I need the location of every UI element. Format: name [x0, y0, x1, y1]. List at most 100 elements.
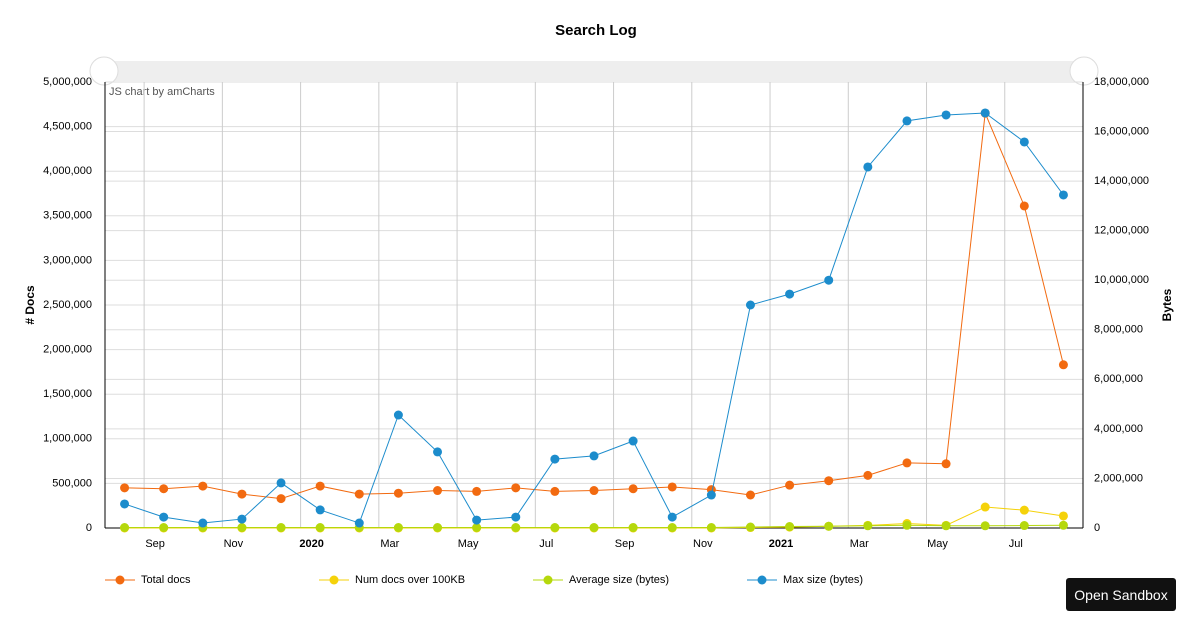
point: [863, 521, 873, 531]
point: [472, 486, 482, 496]
y2-axis-title: Bytes: [1160, 288, 1174, 321]
point: [785, 522, 795, 532]
point: [354, 518, 364, 528]
point: [902, 116, 912, 126]
y2-tick-label: 6,000,000: [1094, 373, 1143, 385]
point: [550, 486, 560, 496]
y2-tick-label: 4,000,000: [1094, 423, 1143, 435]
point: [863, 162, 873, 172]
point: [472, 523, 482, 533]
point: [1019, 505, 1029, 515]
point: [354, 489, 364, 499]
scroll-handle[interactable]: [89, 56, 119, 86]
point: [120, 523, 130, 533]
point: [511, 523, 521, 533]
point: [785, 289, 795, 299]
open-sandbox-button[interactable]: Open Sandbox: [1066, 578, 1176, 611]
legend-swatch: [329, 575, 339, 585]
point: [315, 505, 325, 515]
point: [863, 470, 873, 480]
legend-swatch: [115, 575, 125, 585]
y-tick-label: 500,000: [52, 477, 92, 489]
point: [628, 523, 638, 533]
point: [824, 275, 834, 285]
y-tick-label: 3,000,000: [43, 254, 92, 266]
point: [589, 451, 599, 461]
point: [315, 481, 325, 491]
point: [433, 523, 443, 533]
point: [824, 476, 834, 486]
point: [276, 478, 286, 488]
y2-tick-label: 16,000,000: [1094, 125, 1149, 137]
point: [941, 521, 951, 531]
scrollbar[interactable]: [104, 61, 1084, 81]
point: [706, 490, 716, 500]
point: [393, 410, 403, 420]
legend-label: Max size (bytes): [783, 574, 863, 586]
point: [433, 447, 443, 457]
x-tick-label: May: [458, 538, 479, 550]
point: [745, 490, 755, 500]
point: [941, 459, 951, 469]
x-tick-label: Nov: [224, 538, 244, 550]
y2-tick-label: 0: [1094, 522, 1100, 534]
point: [706, 523, 716, 533]
point: [589, 486, 599, 496]
series-line: [124, 112, 1064, 524]
point: [315, 523, 325, 533]
point: [1019, 521, 1029, 531]
point: [628, 436, 638, 446]
y-tick-label: 4,500,000: [43, 121, 92, 133]
legend-swatch: [757, 575, 767, 585]
legend-label: Average size (bytes): [569, 574, 669, 586]
y2-tick-label: 10,000,000: [1094, 274, 1149, 286]
point: [198, 481, 208, 491]
chart-title: Search Log: [555, 22, 637, 39]
y-tick-label: 0: [86, 522, 92, 534]
point: [433, 486, 443, 496]
x-tick-label: Mar: [380, 538, 399, 550]
x-tick-label: Jul: [539, 538, 553, 550]
y2-tick-label: 18,000,000: [1094, 76, 1149, 88]
y-tick-label: 1,500,000: [43, 388, 92, 400]
point: [785, 480, 795, 490]
point: [393, 523, 403, 533]
point: [511, 512, 521, 522]
y-tick-label: 3,500,000: [43, 210, 92, 222]
point: [1058, 190, 1068, 200]
scroll-handle[interactable]: [1069, 56, 1099, 86]
y2-tick-label: 8,000,000: [1094, 324, 1143, 336]
y-tick-label: 2,000,000: [43, 344, 92, 356]
x-tick-label: 2021: [769, 538, 793, 550]
x-tick-label: Sep: [615, 538, 635, 550]
point: [667, 482, 677, 492]
point: [980, 521, 990, 531]
point: [550, 523, 560, 533]
legend-swatch: [543, 575, 553, 585]
point: [1058, 360, 1068, 370]
point: [393, 488, 403, 498]
point: [159, 512, 169, 522]
y-tick-label: 2,500,000: [43, 299, 92, 311]
point: [667, 512, 677, 522]
point: [1058, 520, 1068, 530]
point: [276, 494, 286, 504]
x-tick-label: May: [927, 538, 948, 550]
y-tick-label: 1,000,000: [43, 433, 92, 445]
y2-tick-label: 12,000,000: [1094, 225, 1149, 237]
point: [1019, 137, 1029, 147]
credit: JS chart by amCharts: [109, 86, 215, 98]
point: [237, 523, 247, 533]
y2-tick-label: 14,000,000: [1094, 175, 1149, 187]
x-tick-label: Jul: [1009, 538, 1023, 550]
point: [276, 523, 286, 533]
y-axis-title: # Docs: [23, 285, 37, 325]
x-tick-label: Mar: [850, 538, 869, 550]
point: [628, 484, 638, 494]
x-tick-label: 2020: [299, 538, 323, 550]
y-tick-label: 5,000,000: [43, 76, 92, 88]
point: [237, 514, 247, 524]
point: [550, 454, 560, 464]
